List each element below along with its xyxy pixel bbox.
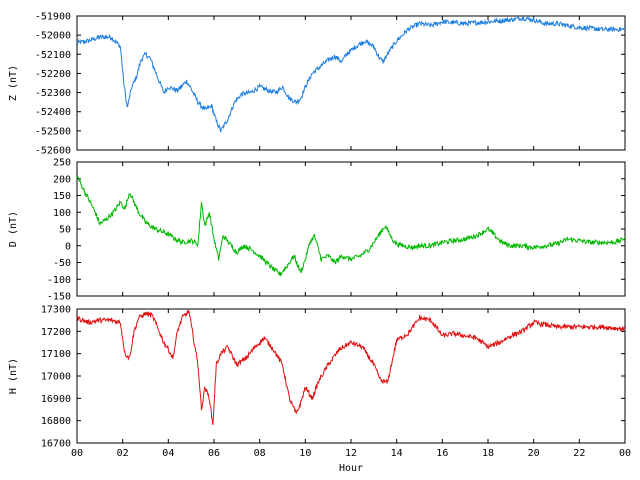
x-tick-label: 14 xyxy=(391,448,403,459)
y-tick-label: -52000 xyxy=(35,31,71,42)
y-tick-label: 16700 xyxy=(41,439,71,450)
y-tick-label: -50 xyxy=(53,258,71,269)
y-axis-label: Z (nT) xyxy=(8,65,19,101)
y-tick-label: 17100 xyxy=(41,349,71,360)
y-tick-label: 50 xyxy=(59,225,71,236)
x-tick-label: 20 xyxy=(528,448,540,459)
series-line xyxy=(76,174,626,277)
y-tick-label: -52200 xyxy=(35,69,71,80)
y-tick-label: -51900 xyxy=(35,12,71,23)
x-tick-label: 08 xyxy=(254,448,266,459)
y-tick-label: 200 xyxy=(53,174,71,185)
y-tick-label: -100 xyxy=(47,275,71,286)
x-tick-label: 18 xyxy=(482,448,494,459)
y-tick-label: 0 xyxy=(65,241,71,252)
x-tick-label: 02 xyxy=(117,448,129,459)
y-tick-label: 250 xyxy=(53,158,71,169)
panel-frame xyxy=(76,161,626,297)
y-tick-label: -52400 xyxy=(35,107,71,118)
y-tick-label: 17000 xyxy=(41,372,71,383)
series-line xyxy=(76,309,626,425)
x-tick-label: 22 xyxy=(573,448,585,459)
series-line xyxy=(76,15,626,134)
x-tick-label: 04 xyxy=(162,448,174,459)
y-tick-label: -52600 xyxy=(35,146,71,157)
x-tick-label: 10 xyxy=(299,448,311,459)
x-tick-label: 16 xyxy=(436,448,448,459)
y-tick-label: -52100 xyxy=(35,50,71,61)
y-tick-label: 16900 xyxy=(41,394,71,405)
y-tick-label: 16800 xyxy=(41,416,71,427)
y-tick-label: 17200 xyxy=(41,327,71,338)
x-tick-label: 00 xyxy=(71,448,83,459)
x-tick-label: 06 xyxy=(208,448,220,459)
y-tick-label: 150 xyxy=(53,191,71,202)
y-tick-label: 100 xyxy=(53,208,71,219)
x-axis-label: Hour xyxy=(339,463,363,474)
y-axis-label: D (nT) xyxy=(8,211,19,247)
x-tick-label: 12 xyxy=(345,448,357,459)
panel-frame xyxy=(76,308,626,444)
y-tick-label: -52300 xyxy=(35,88,71,99)
y-tick-label: -52500 xyxy=(35,126,71,137)
y-tick-label: 17300 xyxy=(41,305,71,316)
y-axis-label: H (nT) xyxy=(8,358,19,394)
x-tick-label: 00 xyxy=(619,448,631,459)
y-tick-label: -150 xyxy=(47,292,71,303)
